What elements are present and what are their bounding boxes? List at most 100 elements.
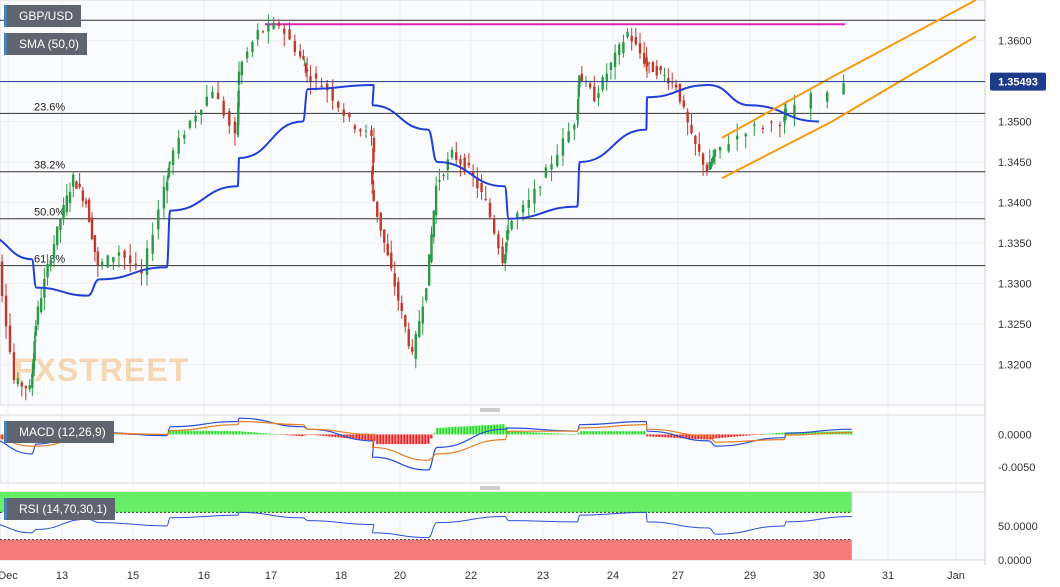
candle-body — [16, 378, 20, 384]
grid — [0, 0, 985, 560]
macd-histogram-bar — [190, 430, 193, 435]
macd-histogram-bar — [763, 434, 766, 435]
last-price-tag — [990, 72, 1046, 91]
macd-histogram-bar — [1, 434, 4, 440]
macd-histogram-bar — [532, 432, 535, 435]
rsi-overbought-zone — [0, 492, 852, 513]
candle-body — [81, 190, 85, 201]
macd-histogram-bar — [271, 433, 274, 435]
macd-histogram-bar — [400, 434, 403, 445]
macd-pane — [0, 417, 853, 471]
candle-body — [678, 83, 682, 102]
macd-histogram-bar — [634, 431, 637, 435]
channel-lower-line — [721, 35, 977, 180]
macd-histogram-bar — [268, 433, 271, 435]
x-tick-5: 18 — [335, 570, 347, 582]
x-tick-4: 17 — [265, 570, 277, 582]
macd-histogram-bar — [691, 434, 694, 439]
macd-histogram-bar — [127, 434, 130, 435]
candle-body — [75, 181, 78, 189]
candle-body — [28, 385, 31, 390]
sma-legend[interactable]: SMA (50,0) — [4, 33, 88, 55]
macd-histogram-bar — [457, 426, 460, 435]
candle-body — [325, 83, 329, 91]
macd-histogram-bar — [568, 434, 571, 435]
candle-body — [480, 183, 483, 192]
macd-histogram-bar — [430, 434, 433, 439]
macd-histogram-bar — [724, 434, 727, 438]
candle-body — [353, 125, 357, 130]
macd-histogram-bar — [304, 434, 307, 436]
macd-histogram-bar — [766, 433, 769, 435]
candle-body — [544, 167, 548, 178]
candle-body — [12, 352, 16, 381]
rsi-pane — [0, 492, 852, 560]
macd-histogram-bar — [523, 431, 526, 435]
symbol-legend[interactable]: GBP/USD — [4, 5, 82, 27]
candle-body — [267, 24, 270, 32]
macd-histogram-bar — [700, 434, 703, 440]
candle-body — [434, 185, 438, 216]
candle-body — [450, 150, 454, 158]
macd-legend[interactable]: MACD (12,26,9) — [4, 421, 114, 443]
candle-body — [68, 191, 72, 204]
candle-body — [418, 320, 421, 337]
candle-body — [638, 43, 642, 54]
candle-body — [177, 137, 180, 154]
macd-histogram-bar — [259, 432, 262, 435]
candle-body — [710, 161, 713, 167]
macd-histogram-bar — [817, 431, 820, 435]
macd-histogram-bar — [367, 434, 370, 441]
candle-body — [793, 104, 796, 119]
watermark: FXSTREET — [14, 352, 190, 388]
macd-histogram-bar — [481, 425, 484, 435]
macd-histogram-bar — [280, 434, 283, 435]
rsi-tick-0: 50.0000 — [998, 521, 1038, 533]
candle-body — [359, 129, 362, 132]
macd-histogram-bar — [307, 434, 310, 435]
macd-histogram-bar — [331, 434, 334, 437]
candle-body — [8, 325, 12, 352]
macd-histogram-bar — [160, 434, 163, 436]
candle-body — [538, 187, 542, 189]
macd-histogram-bar — [295, 434, 298, 436]
macd-histogram-bar — [115, 434, 118, 435]
macd-histogram-bar — [637, 431, 640, 435]
macd-histogram-bar — [559, 433, 562, 435]
macd-histogram-bar — [688, 434, 691, 439]
macd-label: MACD (12,26,9) — [19, 425, 106, 439]
macd-histogram-bar — [661, 434, 664, 438]
candle-body — [682, 100, 685, 107]
macd-histogram-bar — [595, 431, 598, 435]
candle-body — [651, 62, 655, 72]
macd-tick-0: 0.0000 — [998, 429, 1032, 441]
macd-histogram-bar — [754, 434, 757, 435]
macd-histogram-bar — [490, 424, 493, 435]
rsi-legend[interactable]: RSI (14,70,30,1) — [4, 498, 116, 520]
candle-body — [364, 130, 368, 132]
macd-histogram-bar — [613, 431, 616, 435]
macd-histogram-bar — [640, 431, 643, 435]
candle-body — [427, 254, 431, 286]
macd-histogram-bar — [388, 434, 391, 445]
candle-body — [626, 31, 629, 37]
candle-body — [425, 288, 428, 301]
candle-body — [36, 306, 40, 325]
price-tick-7: 1.3250 — [998, 319, 1032, 331]
macd-histogram-bar — [361, 434, 364, 440]
macd-histogram-bar — [436, 427, 439, 435]
candle-body — [588, 83, 592, 88]
macd-histogram-bar — [646, 434, 649, 437]
macd-histogram-bar — [802, 432, 805, 435]
macd-histogram-bar — [298, 434, 301, 437]
macd-histogram-bar — [670, 434, 673, 438]
candle-body — [370, 129, 373, 137]
candle-body — [533, 188, 536, 204]
macd-histogram-bar — [667, 434, 670, 438]
candle-body — [705, 164, 709, 172]
signal-line — [0, 420, 852, 461]
macd-histogram-bar — [379, 434, 382, 445]
candle-body — [222, 100, 225, 116]
price-tick-4: 1.3400 — [998, 198, 1032, 210]
